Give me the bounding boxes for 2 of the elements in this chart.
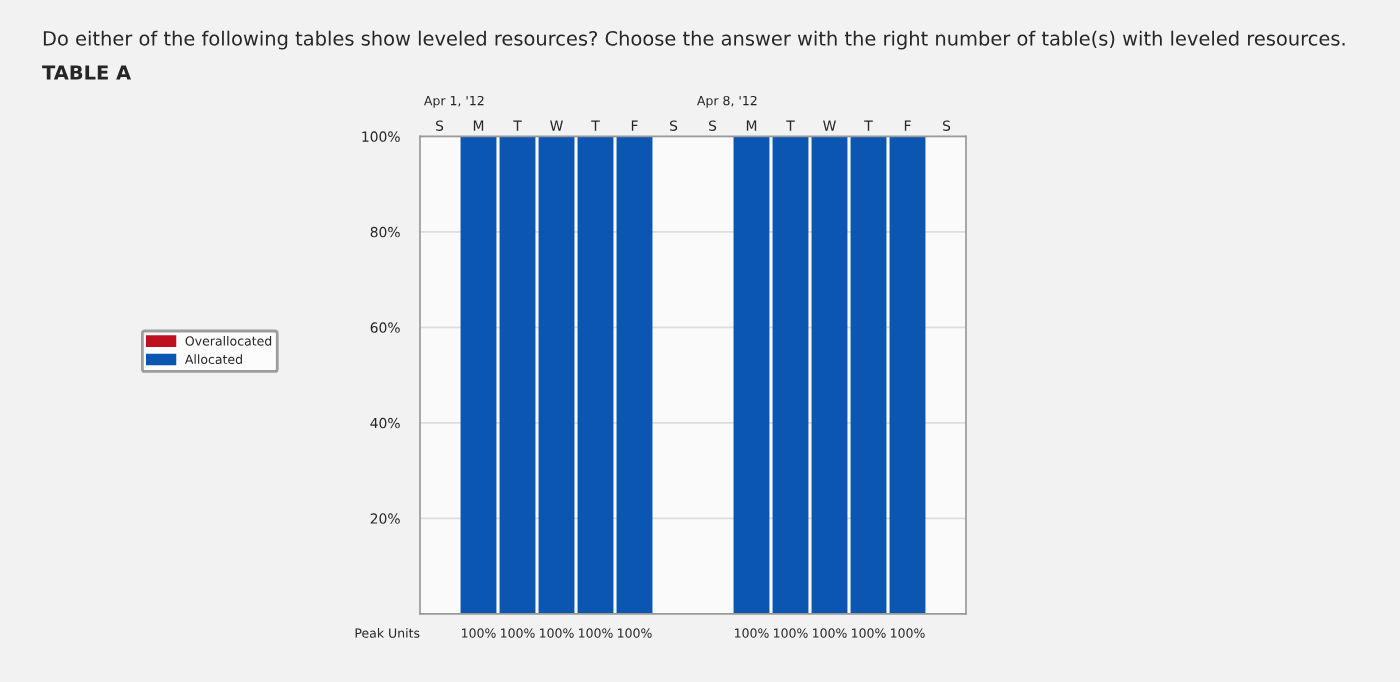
text: TABLE A <box>42 65 132 80</box>
chart-title: Do either of the following tables show leveled resources? Choose the answer with the right number of table(s) with leveled resources. <box>43 30 1345 50</box>
